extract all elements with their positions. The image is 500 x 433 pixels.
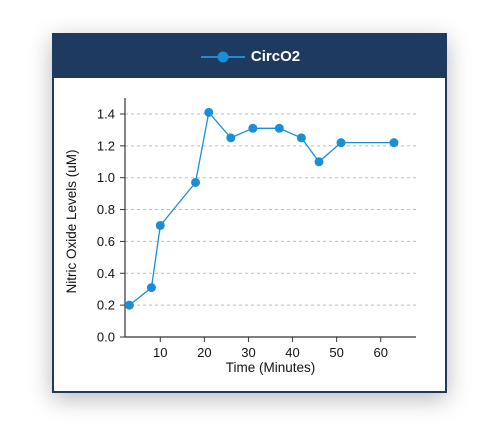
legend-marker-icon — [200, 51, 245, 62]
line-chart: 0.0 0.2 0.4 0.6 0.8 1.0 1.2 1.4 10 20 30 40 50 60 Ti… — [64, 98, 416, 375]
y-tick-label: 1.4 — [97, 106, 115, 121]
data-point — [155, 220, 165, 230]
y-tick-label: 1.2 — [97, 138, 115, 153]
legend[interactable]: CircO2 — [199, 48, 300, 65]
series-circo2 — [124, 107, 399, 310]
data-point — [274, 123, 284, 133]
x-tick-label: 50 — [329, 345, 343, 360]
y-tick-label: 0.4 — [97, 266, 115, 281]
data-point — [389, 138, 399, 148]
x-tick-label: 10 — [153, 345, 167, 360]
series-line — [128, 110, 394, 306]
y-tick-label: 0.0 — [97, 330, 115, 345]
y-tick-label: 1.0 — [97, 170, 115, 185]
y-tick-label: 0.2 — [97, 298, 115, 313]
axes — [124, 98, 416, 338]
chart-card: CircO2 0.0 0.2 0.4 0.6 0.8 1.0 1.2 1.4 10 20 30 40… — [52, 33, 447, 393]
x-tick-label: 20 — [197, 345, 211, 360]
x-axis-label: Time (Minutes) — [226, 360, 316, 375]
data-point — [204, 107, 214, 117]
grid-lines — [125, 113, 416, 306]
data-point — [248, 123, 258, 133]
y-tick-label: 0.6 — [97, 234, 115, 249]
x-tick-label: 60 — [373, 345, 387, 360]
chart-header: CircO2 — [54, 35, 445, 78]
x-axis-ticks: 10 20 30 40 50 60 — [153, 337, 388, 360]
x-tick-label: 40 — [285, 345, 299, 360]
x-tick-label: 30 — [241, 345, 255, 360]
data-point — [314, 157, 324, 167]
y-axis-label: Nitric Oxide Levels (uM) — [64, 149, 79, 293]
data-point — [146, 283, 156, 293]
y-tick-label: 0.8 — [97, 202, 115, 217]
y-axis-ticks: 0.0 0.2 0.4 0.6 0.8 1.0 1.2 1.4 — [97, 106, 125, 345]
data-point — [296, 133, 306, 143]
data-point — [124, 300, 134, 310]
data-point — [336, 138, 346, 148]
data-point — [191, 177, 201, 187]
data-point — [226, 133, 236, 143]
legend-label: CircO2 — [250, 48, 301, 65]
